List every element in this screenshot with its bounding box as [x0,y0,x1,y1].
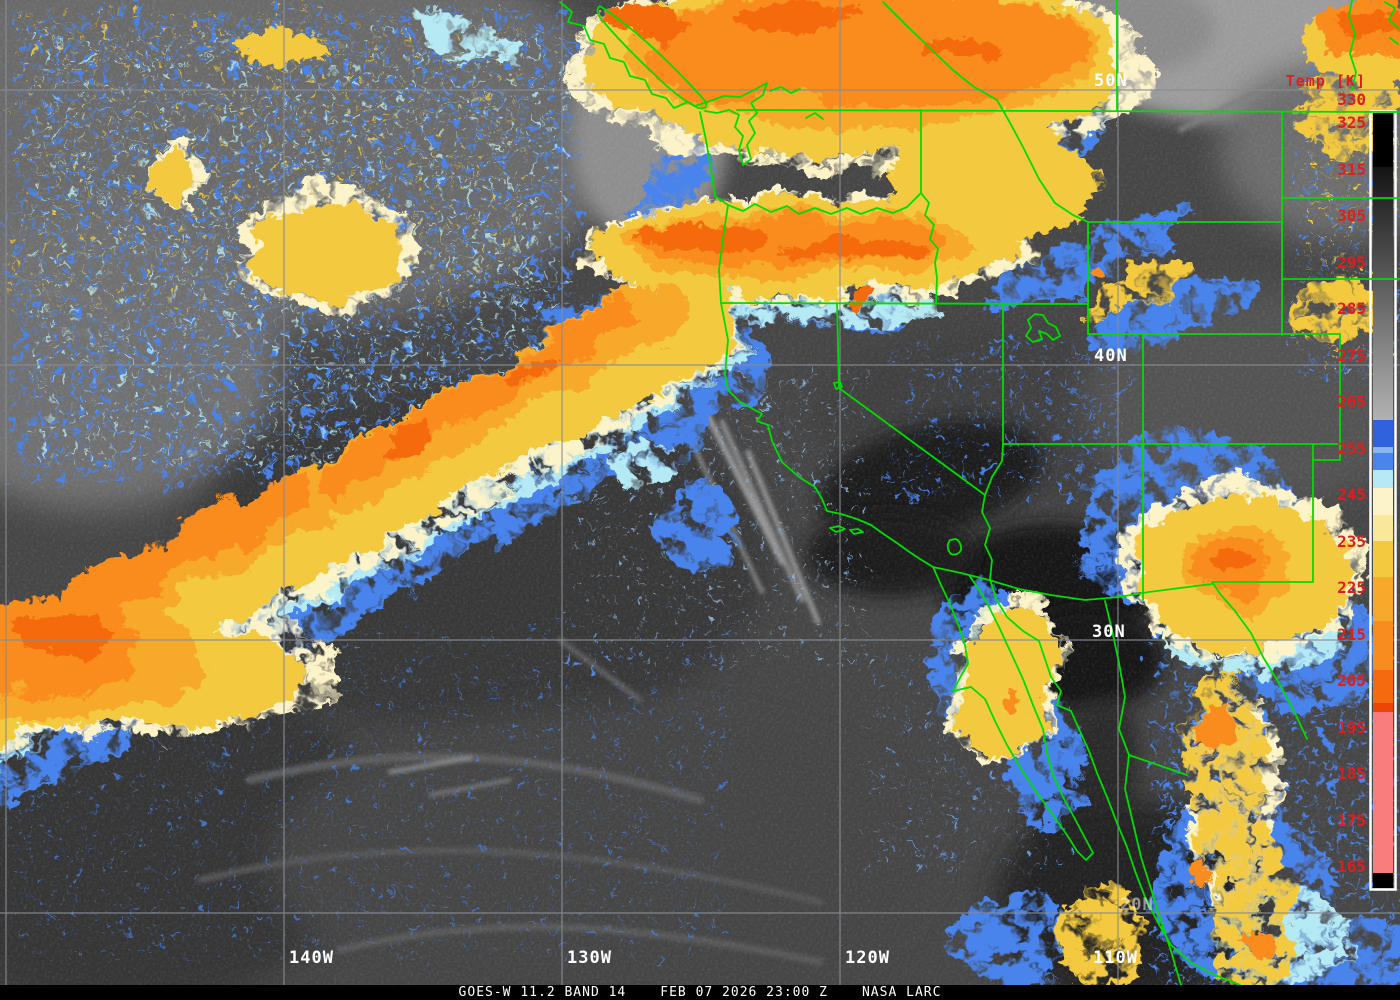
puget-sound-outline [694,82,768,166]
border-sonora-spur [1128,754,1188,776]
wa-inland-waters [769,86,824,120]
border-42n [721,302,1089,305]
colorbar-segment [1373,488,1393,515]
colorbar-tick-265: 265 [1337,392,1366,411]
coastline-sonora [989,578,1241,985]
border-nv-az [984,443,1004,496]
border-or-id-snake [920,192,939,304]
colorbar-tick-305: 305 [1337,206,1366,225]
great-salt-lake [1025,313,1061,343]
colorbar-segment [1373,712,1393,873]
lat-label-20n: 20N [1120,895,1154,915]
colorbar-segment [1373,515,1393,541]
colorbar-segment [1373,447,1393,453]
colorbar-segment [1373,420,1393,447]
colorbar-tick-255: 255 [1337,439,1366,458]
manitoba-lakes [1384,1,1399,45]
colorbar-tick-195: 195 [1337,718,1366,737]
caption-instrument: GOES-W 11.2 BAND 14 [458,985,627,1000]
salton-sea [946,538,963,556]
border-us-canada [736,109,1400,113]
lat-label-40n: 40N [1094,346,1128,366]
channel-islands [829,525,864,535]
colorbar-tick-325: 325 [1337,113,1366,132]
colorbar-segment [1373,577,1393,621]
colorbar-tick-275: 275 [1337,346,1366,365]
border-sonora-chihuahua [1104,600,1182,985]
colorbar-segment [1373,703,1393,712]
coastline-west-coast [699,111,934,568]
colorbar-title: Temp [K] [1286,72,1366,90]
border-sk-river [1348,0,1357,91]
colorbar-tick-165: 165 [1337,857,1366,876]
colorbar-tick-215: 215 [1337,625,1366,644]
colorbar-tick-225: 225 [1337,578,1366,597]
lat-label-30n: 30N [1092,622,1126,642]
border-id-mt [882,1,1089,223]
caption-bar: GOES-W 11.2 BAND 14 FEB 07 2026 23:00 Z NA… [0,985,1400,1000]
rio-grande [1211,581,1308,740]
colorbar-tick-205: 205 [1337,671,1366,690]
lat-label-50n: 50N [1094,71,1128,91]
lon-label-130w: 130W [567,948,612,968]
lon-label-110w: 110W [1093,948,1138,968]
colorbar-segment [1373,470,1393,488]
caption-credit: NASA LARC [861,985,942,1000]
border-us-mexico [932,566,1213,601]
colorbar-tick-235: 235 [1337,532,1366,551]
lon-label-140w: 140W [289,948,334,968]
colorbar-tick-175: 175 [1337,811,1366,830]
colorbar-segment [1373,113,1393,167]
colorbar-scale [1373,113,1393,888]
colorbar-tick-185: 185 [1337,764,1366,783]
cloud-dark-orange-cores [4,0,1400,648]
colorbar-segment [1373,453,1393,470]
vancouver-island-outline [596,5,708,110]
colorbar-segment [1373,167,1393,420]
temperature-colorbar [1369,110,1397,891]
colorbar-segment [1373,670,1393,703]
caption-datetime: FEB 07 2026 23:00 Z [660,985,828,1000]
colorbar-segment [1373,621,1393,670]
baja-peninsula-outline [932,566,1094,861]
colorbar-tick-295: 295 [1337,253,1366,272]
colorbar-tick-245: 245 [1337,485,1366,504]
border-ok-panhandle [1312,443,1341,461]
border-wa-or [727,192,922,215]
lon-label-120w: 120W [845,948,890,968]
lake-tahoe [833,381,843,390]
colorbar-segment [1373,541,1393,577]
coordinate-labels: 50N 40N 30N 20N 140W 130W 120W 110W [289,71,1154,968]
colorbar-segment [1373,873,1393,888]
colorbar-tick-330: 330 [1337,90,1366,109]
coastline-british-columbia [559,1,696,109]
colorado-river [981,494,993,580]
map-boundaries [559,0,1400,985]
colorbar-tick-315: 315 [1337,160,1366,179]
colorbar-tick-labels: 330 325 315 305 295 285 275 265 255 245 235 225 215 2… [1337,90,1366,876]
colorbar-tick-285: 285 [1337,299,1366,318]
